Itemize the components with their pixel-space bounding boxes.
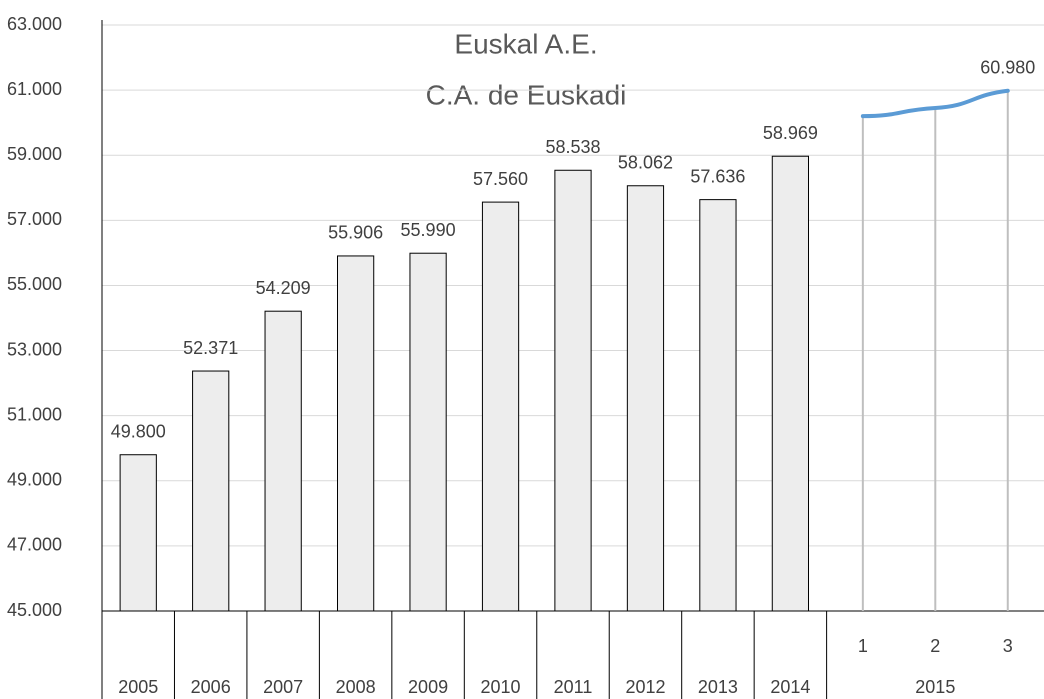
data-label: 57.636: [690, 166, 745, 186]
data-label: 58.062: [618, 153, 673, 173]
bar: [192, 370, 230, 612]
data-label: 57.560: [473, 169, 528, 189]
bar: [481, 201, 520, 612]
bar: [119, 454, 157, 612]
x-tick-label: 2011: [554, 677, 593, 697]
y-tick-label: 51.000: [7, 404, 62, 424]
y-tick-label: 49.000: [7, 470, 62, 490]
x-tick-label: 2008: [336, 677, 376, 697]
x-tick-label: 2010: [481, 677, 521, 697]
y-tick-label: 59.000: [7, 144, 62, 164]
y-tick-label: 45.000: [7, 600, 62, 620]
x-tick-label: 2005: [118, 677, 158, 697]
x-group-label: 2015: [915, 677, 955, 697]
x-tick-label: 2006: [191, 677, 231, 697]
chart-title: Euskal A.E.: [454, 28, 597, 59]
x-tick-label: 2012: [625, 677, 665, 697]
y-tick-label: 47.000: [7, 535, 62, 555]
data-label: 55.906: [328, 223, 383, 243]
data-label: 52.371: [183, 338, 238, 358]
bar: [264, 310, 302, 612]
bar: [409, 252, 447, 612]
data-label: 49.800: [111, 421, 166, 441]
bar: [771, 155, 809, 612]
x-tick-label: 3: [1003, 636, 1013, 656]
data-label: 60.980: [980, 58, 1035, 78]
bar: [699, 199, 737, 612]
y-tick-label: 53.000: [7, 339, 62, 359]
x-tick-label: 2013: [698, 677, 738, 697]
x-tick-label: 1: [858, 636, 868, 656]
data-label: 58.538: [545, 137, 600, 157]
line-series: [860, 88, 1010, 119]
x-tick-label: 2007: [263, 677, 303, 697]
y-tick-label: 63.000: [7, 14, 62, 34]
y-tick-label: 55.000: [7, 274, 62, 294]
data-label: 58.969: [763, 123, 818, 143]
x-tick-label: 2009: [408, 677, 448, 697]
y-tick-label: 61.000: [7, 79, 62, 99]
data-label: 54.209: [256, 278, 311, 298]
y-tick-label: 57.000: [7, 209, 62, 229]
bar: [337, 255, 375, 612]
data-label: 55.990: [401, 220, 456, 240]
chart-subtitle: C.A. de Euskadi: [426, 79, 627, 110]
bar: [554, 169, 592, 612]
x-tick-label: 2: [930, 636, 940, 656]
x-tick-label: 2014: [770, 677, 810, 697]
bar: [626, 185, 665, 612]
